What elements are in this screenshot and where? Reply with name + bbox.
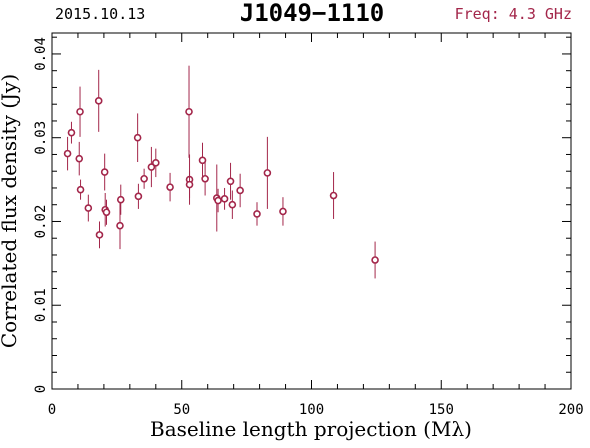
data-point [116,202,124,250]
data-point [371,241,379,279]
y-tick-label: 0.01 [33,288,49,322]
data-points [63,65,379,279]
data-marker [76,107,84,116]
y-tick-label: 0.04 [33,37,49,71]
x-tick-label: 0 [48,402,56,418]
data-point [185,65,193,158]
data-point [95,221,104,249]
data-marker [116,221,124,230]
x-tick-label: 50 [173,402,190,418]
data-marker [185,107,193,116]
axis-tick-labels: 0 50 100 150 200 0 0.01 0.02 0.03 0.04 [33,37,584,418]
data-marker [63,149,72,158]
data-marker [140,174,148,183]
data-marker [133,133,142,142]
data-point [201,161,209,196]
data-marker [147,163,156,171]
data-point [147,146,156,188]
source-title: J1049−1110 [240,0,385,27]
axis-ticks [51,33,572,390]
data-point [185,171,194,199]
data-point [198,142,207,178]
data-marker [134,192,143,201]
data-point [100,153,109,191]
data-point [76,179,85,200]
data-point [84,194,93,222]
data-point [226,162,235,200]
data-marker [263,169,272,177]
data-marker [253,210,261,218]
data-marker [166,183,174,191]
y-axis-label: Correlated flux density (Jy) [0,74,21,348]
data-point [253,202,261,226]
data-marker [236,186,244,195]
x-tick-label: 200 [558,402,583,418]
data-point [166,172,174,202]
x-tick-label: 150 [429,402,454,418]
data-point [76,86,84,137]
data-marker [76,185,85,194]
data-point [133,113,142,162]
data-marker [185,180,194,189]
data-point [140,168,148,189]
data-point [236,173,244,208]
data-point [228,190,237,219]
data-marker [116,195,125,204]
data-point [102,199,111,225]
data-marker [226,177,235,186]
data-point [152,148,160,178]
data-marker [201,174,209,183]
data-point [214,188,222,213]
data-marker [152,159,160,167]
observation-date: 2015.10.13 [55,5,145,23]
data-point [279,197,287,226]
frequency-label: Freq: 4.3 GHz [455,5,572,23]
data-marker [95,231,104,239]
data-marker [214,196,222,205]
plot-frame [51,32,572,390]
data-marker [100,168,109,176]
data-point [67,121,76,144]
data-point [94,69,103,132]
x-tick-label: 100 [299,402,324,418]
data-point [329,172,338,219]
data-marker [228,200,237,209]
data-marker [94,97,103,105]
data-point [220,187,229,210]
data-point [63,136,72,171]
y-tick-label: 0.03 [33,121,49,155]
data-point [116,184,125,215]
x-axis-label: Baseline length projection (Mλ) [150,417,472,441]
data-marker [84,204,93,212]
data-marker [329,191,338,200]
data-marker [220,195,229,203]
data-marker [371,256,379,264]
y-tick-label: 0 [33,385,49,393]
data-marker [67,128,76,137]
data-point [134,183,143,209]
y-tick-label: 0.02 [33,205,49,239]
data-marker [75,154,84,163]
data-marker [279,207,287,216]
data-point [263,136,272,209]
data-point [75,141,84,176]
data-marker [102,208,111,217]
data-marker [198,156,207,165]
